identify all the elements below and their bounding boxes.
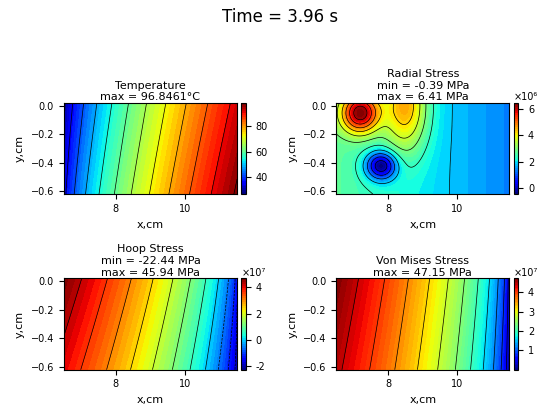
Text: ×10⁷: ×10⁷	[514, 268, 538, 278]
Y-axis label: y,cm: y,cm	[287, 135, 297, 162]
Title: Hoop Stress
min = -22.44 MPa
max = 45.94 MPa: Hoop Stress min = -22.44 MPa max = 45.94…	[100, 244, 200, 278]
Y-axis label: y,cm: y,cm	[15, 135, 25, 162]
Title: Temperature
max = 96.8461°C: Temperature max = 96.8461°C	[100, 81, 200, 102]
Title: Radial Stress
min = -0.39 MPa
max = 6.41 MPa: Radial Stress min = -0.39 MPa max = 6.41…	[376, 69, 469, 102]
X-axis label: x,cm: x,cm	[137, 395, 164, 405]
Y-axis label: y,cm: y,cm	[15, 310, 25, 338]
X-axis label: x,cm: x,cm	[137, 220, 164, 229]
X-axis label: x,cm: x,cm	[409, 395, 436, 405]
X-axis label: x,cm: x,cm	[409, 220, 436, 229]
Text: ×10⁷: ×10⁷	[241, 268, 265, 278]
Text: Time = 3.96 s: Time = 3.96 s	[222, 8, 338, 26]
Text: ×10⁶: ×10⁶	[514, 92, 538, 102]
Title: Von Mises Stress
max = 47.15 MPa: Von Mises Stress max = 47.15 MPa	[374, 256, 472, 278]
Y-axis label: y,cm: y,cm	[287, 310, 297, 338]
